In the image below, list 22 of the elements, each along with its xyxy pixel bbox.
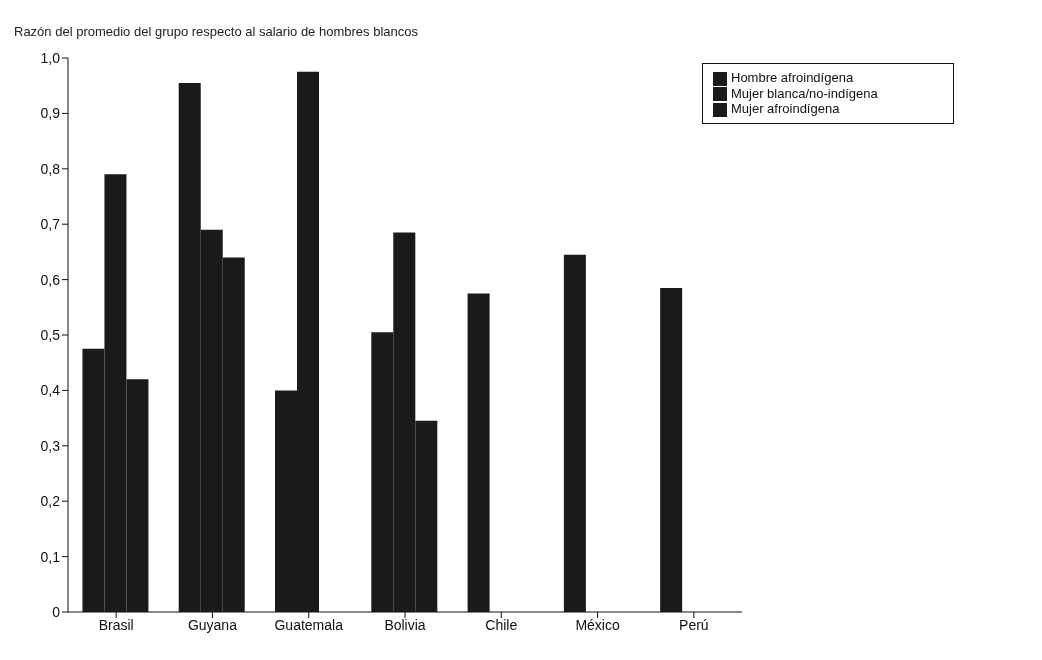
y-tick-label: 0,5 bbox=[40, 326, 61, 343]
y-tick-label: 1,0 bbox=[40, 49, 61, 66]
y-tick-label: 0,7 bbox=[40, 216, 61, 233]
x-tick-label: Guatemala bbox=[274, 616, 344, 633]
y-tick-label: 0,3 bbox=[40, 437, 61, 454]
y-tick-label: 0,4 bbox=[40, 382, 61, 399]
x-tick-label: Guyana bbox=[187, 616, 238, 633]
legend-label: Hombre afroindígena bbox=[731, 70, 854, 85]
y-tick-label: 0 bbox=[52, 603, 61, 620]
x-tick-label: Bolivia bbox=[384, 616, 426, 633]
x-tick-label: Chile bbox=[485, 616, 518, 633]
legend-label: Mujer blanca/no-indígena bbox=[731, 85, 878, 101]
y-tick-label: 0,8 bbox=[40, 160, 61, 177]
x-tick-label: Perú bbox=[679, 616, 709, 633]
y-axis-title: Razón del promedio del grupo respecto al salario de hombres blancos bbox=[14, 24, 418, 39]
x-tick-label: Brasil bbox=[98, 616, 134, 633]
y-tick-label: 0,6 bbox=[40, 271, 61, 288]
legend-label: Mujer afroindígena bbox=[731, 101, 840, 117]
y-tick-label: 0,2 bbox=[40, 493, 61, 510]
y-tick-label: 0,1 bbox=[40, 548, 61, 565]
y-tick-label: 0,9 bbox=[40, 105, 61, 122]
x-tick-label: México bbox=[575, 616, 620, 633]
